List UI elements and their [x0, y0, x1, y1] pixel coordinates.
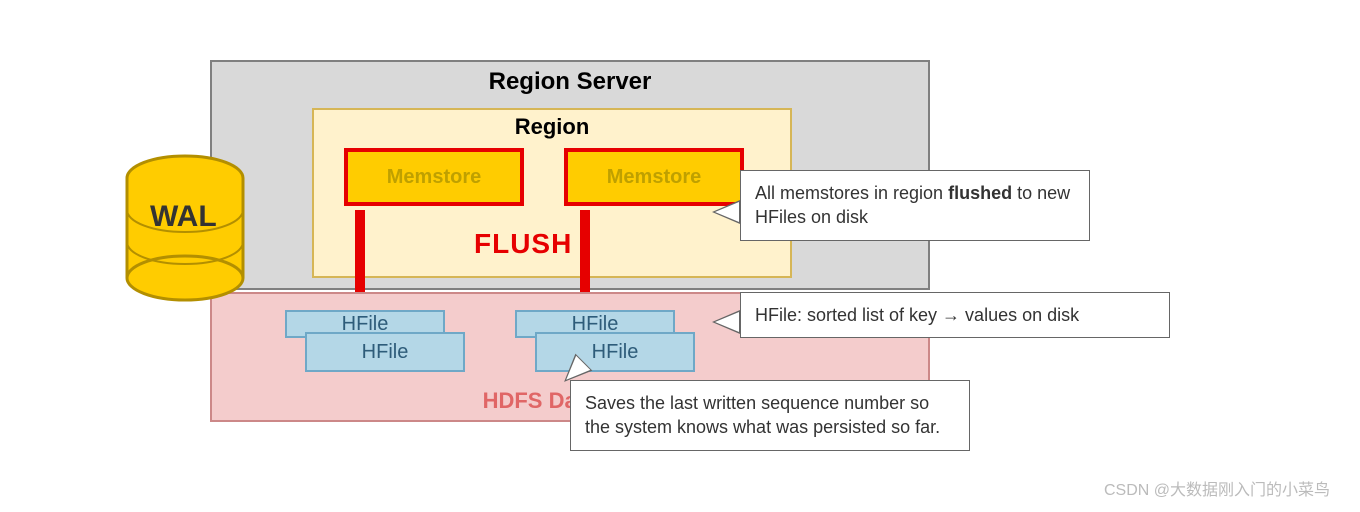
flush-label: FLUSH	[474, 228, 572, 260]
hfile-label: HFile	[362, 341, 409, 364]
flush-arrow-stem	[355, 210, 365, 300]
callout-tail-icon	[712, 200, 740, 224]
callout-hfile: HFile: sorted list of key → values on di…	[740, 292, 1170, 338]
hfile-box: HFile	[535, 332, 695, 372]
hfile-label: HFile	[592, 341, 639, 364]
watermark-text: CSDN @大数据刚入门的小菜鸟	[1104, 476, 1330, 500]
region-server-title: Region Server	[212, 68, 928, 96]
callout-tail-icon	[712, 310, 740, 334]
callout-sequence: Saves the last written sequence number s…	[570, 380, 970, 451]
memstore-box: Memstore	[564, 148, 744, 206]
region-box: Region Memstore Memstore FLUSH	[312, 108, 792, 278]
memstore-box: Memstore	[344, 148, 524, 206]
diagram-canvas: Region Server Region Memstore Memstore F…	[140, 60, 1220, 480]
callout-text: Saves the last written sequence number s…	[585, 393, 940, 437]
wal-label: WAL	[150, 200, 217, 234]
callout-text: HFile: sorted list of key → values on di…	[755, 305, 1079, 325]
region-title: Region	[314, 114, 790, 140]
hfile-box: HFile	[305, 332, 465, 372]
callout-text: All memstores in region	[755, 183, 948, 203]
callout-flush: All memstores in region flushed to new H…	[740, 170, 1090, 241]
callout-text-bold: flushed	[948, 183, 1012, 203]
flush-arrow-stem	[580, 210, 590, 300]
memstore-label: Memstore	[387, 166, 481, 189]
memstore-label: Memstore	[607, 166, 701, 189]
